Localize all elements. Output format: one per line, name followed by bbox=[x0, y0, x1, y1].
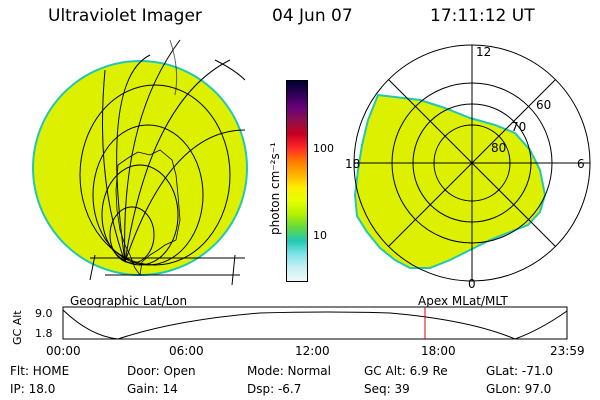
seq-status: Seq: 39 bbox=[364, 382, 410, 396]
mlt-18-label: 18 bbox=[345, 157, 361, 171]
altitude-curve bbox=[62, 309, 568, 340]
time-label: 17:11:12 UT bbox=[430, 6, 535, 26]
mode-status: Mode: Normal bbox=[247, 364, 331, 378]
xtick-2359: 23:59 bbox=[550, 344, 585, 358]
xtick-0600: 06:00 bbox=[169, 344, 204, 358]
auroral-oval bbox=[353, 93, 547, 269]
coastline bbox=[115, 149, 181, 277]
gain-status: Gain: 14 bbox=[127, 382, 178, 396]
xtick-1200: 12:00 bbox=[295, 344, 330, 358]
ip-status: IP: 18.0 bbox=[10, 382, 56, 396]
polar-grid bbox=[353, 44, 591, 282]
mlat-70-label: 70 bbox=[511, 120, 527, 134]
mlat-80-label: 80 bbox=[491, 141, 507, 155]
colorbar-tick-100: 100 bbox=[313, 142, 334, 155]
door-status: Door: Open bbox=[127, 364, 196, 378]
dsp-status: Dsp: -6.7 bbox=[247, 382, 302, 396]
timeline-ytick-top: 9.0 bbox=[35, 307, 53, 320]
xtick-1800: 18:00 bbox=[421, 344, 456, 358]
glon-status: GLon: 97.0 bbox=[486, 382, 552, 396]
gcalt-status: GC Alt: 6.9 Re bbox=[364, 364, 448, 378]
flt-status: Flt: HOME bbox=[10, 364, 70, 378]
timeline-left-title: Geographic Lat/Lon bbox=[70, 294, 188, 308]
mlt-0-label: 0 bbox=[468, 277, 476, 291]
glat-status: GLat: -71.0 bbox=[486, 364, 553, 378]
colorbar-tick-10: 10 bbox=[313, 229, 327, 242]
mlt-6-label: 6 bbox=[577, 157, 585, 171]
xtick-0000: 00:00 bbox=[46, 344, 81, 358]
timeline-right-title: Apex MLat/MLT bbox=[418, 294, 508, 308]
date-label: 04 Jun 07 bbox=[272, 6, 353, 26]
geographic-grid bbox=[79, 39, 246, 286]
colorbar bbox=[286, 80, 308, 282]
timeline-frame bbox=[62, 306, 568, 340]
mlt-12-label: 12 bbox=[476, 45, 492, 59]
mlat-60-label: 60 bbox=[536, 98, 552, 112]
timeline-ytick-bottom: 1.8 bbox=[35, 327, 53, 340]
instrument-title: Ultraviolet Imager bbox=[48, 6, 202, 26]
